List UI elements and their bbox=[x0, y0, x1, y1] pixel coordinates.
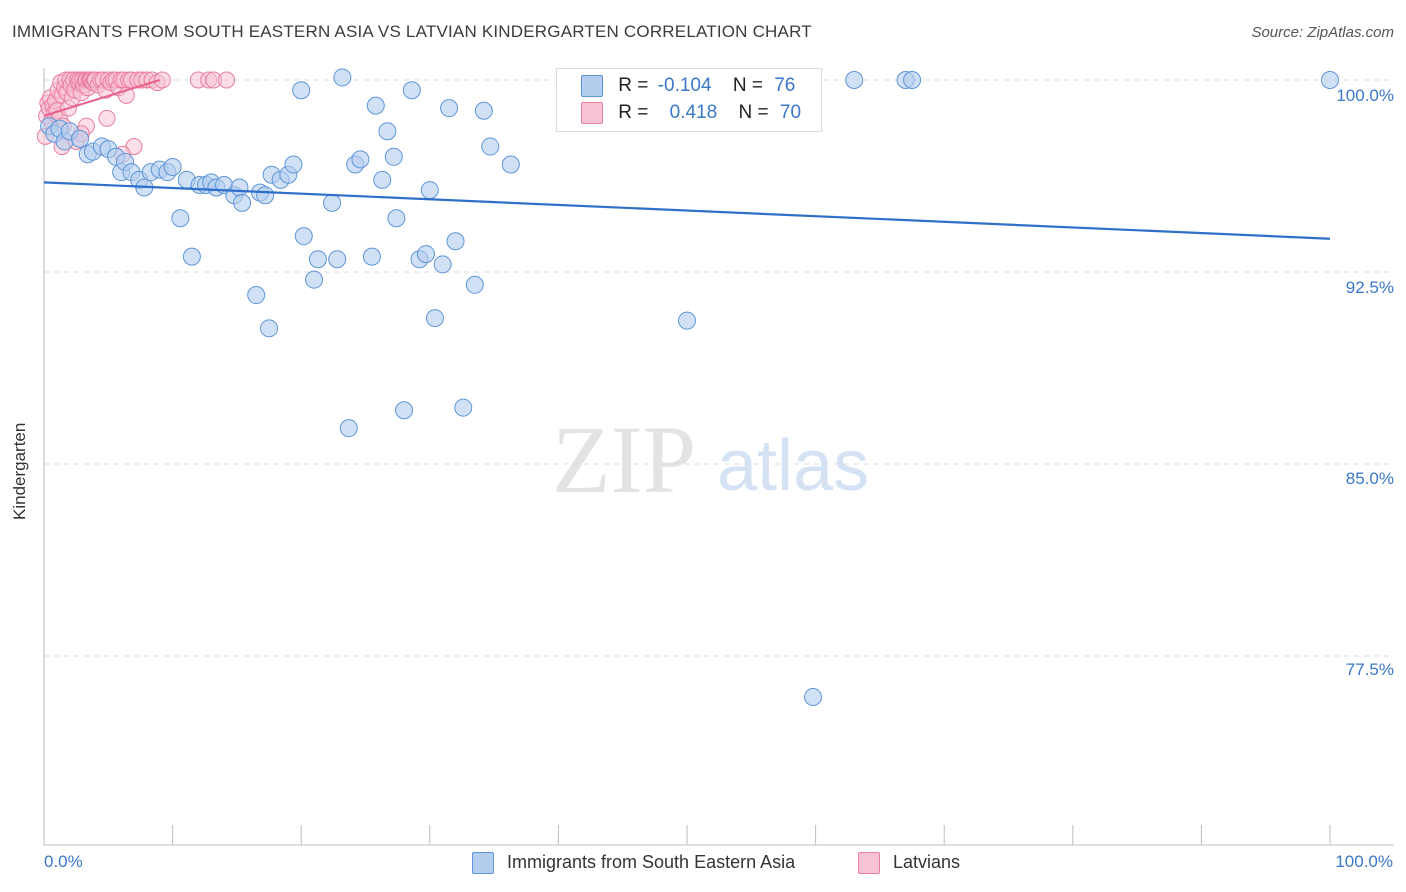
sea-immigrants-point bbox=[292, 81, 311, 100]
sea-immigrants-point bbox=[247, 286, 266, 305]
legend-row-blue: R = -0.104 N = 76 bbox=[581, 75, 795, 101]
sea-immigrants-point bbox=[1321, 71, 1339, 89]
legend-row-pink: R = 0.418 N = 70 bbox=[581, 102, 801, 128]
watermark-atlas: atlas bbox=[717, 426, 869, 506]
sea-immigrants-point bbox=[171, 209, 190, 228]
y-tick-label: 100.0% bbox=[1336, 86, 1394, 105]
sea-immigrants-point bbox=[328, 250, 347, 269]
pink-trend-line bbox=[43, 79, 161, 117]
pink-swatch-icon bbox=[581, 102, 603, 124]
sea-immigrants-point bbox=[440, 99, 459, 118]
sea-immigrants-point bbox=[420, 181, 439, 200]
blue-swatch-icon bbox=[472, 852, 494, 875]
sea-immigrants-point bbox=[284, 155, 303, 174]
sea-immigrants-point bbox=[230, 178, 249, 197]
r-value: -0.104 bbox=[657, 75, 712, 97]
blue-swatch-icon bbox=[581, 75, 603, 97]
sea-immigrants-point bbox=[501, 155, 520, 174]
watermark-zip: ZIP bbox=[552, 406, 696, 513]
r-label: R = bbox=[618, 75, 649, 97]
sea-immigrants-point bbox=[402, 81, 421, 100]
sea-immigrants-point bbox=[387, 209, 406, 228]
sea-immigrants-point bbox=[333, 68, 352, 87]
n-value: 70 bbox=[779, 102, 802, 124]
x-tick-label-min: 0.0% bbox=[44, 852, 83, 871]
sea-immigrants-point bbox=[71, 129, 90, 148]
legend-item-series2: Latvians bbox=[858, 852, 961, 875]
r-label: R = bbox=[618, 102, 649, 124]
latvians-point bbox=[218, 71, 236, 89]
legend-series1-label: Immigrants from South Eastern Asia bbox=[507, 852, 796, 872]
sea-immigrants-point bbox=[416, 245, 435, 264]
sea-immigrants-point bbox=[233, 193, 252, 212]
sea-immigrants-point bbox=[182, 247, 201, 266]
correlation-legend: R = -0.104 N = 76 R = 0.418 N = 70 bbox=[556, 68, 822, 132]
sea-immigrants-point bbox=[395, 401, 414, 420]
sea-immigrants-point bbox=[465, 275, 484, 294]
n-label: N = bbox=[732, 75, 763, 97]
sea-immigrants-point bbox=[351, 150, 370, 169]
sea-immigrants-point bbox=[294, 227, 313, 246]
sea-immigrants-point bbox=[384, 147, 403, 166]
sea-immigrants-point bbox=[433, 255, 452, 274]
watermark: ZIP atlas bbox=[552, 406, 869, 513]
sea-immigrants-point bbox=[366, 96, 385, 115]
sea-immigrants-point bbox=[446, 232, 465, 251]
chart-title: IMMIGRANTS FROM SOUTH EASTERN ASIA VS LA… bbox=[12, 22, 812, 41]
sea-immigrants-point bbox=[339, 419, 358, 438]
sea-immigrants-point bbox=[474, 101, 493, 120]
legend-series2-label: Latvians bbox=[893, 852, 961, 872]
y-tick-label: 77.5% bbox=[1345, 660, 1394, 679]
sea-immigrants-point bbox=[373, 170, 392, 189]
latvians-point bbox=[98, 109, 116, 127]
source-label: Source: ZipAtlas.com bbox=[1251, 24, 1394, 41]
sea-immigrants-point bbox=[678, 311, 696, 330]
sea-immigrants-point bbox=[804, 687, 823, 706]
blue-trend-line bbox=[43, 181, 1331, 240]
sea-immigrants-point bbox=[362, 247, 381, 266]
sea-immigrants-point bbox=[260, 319, 279, 338]
sea-immigrants-point bbox=[845, 71, 864, 89]
sea-immigrants-point bbox=[481, 137, 500, 156]
sea-immigrants-point bbox=[305, 270, 324, 289]
y-tick-label: 92.5% bbox=[1345, 278, 1394, 297]
latvians-point bbox=[153, 71, 171, 89]
legend-item-series1: Immigrants from South Eastern Asia bbox=[472, 852, 796, 875]
n-value: 76 bbox=[774, 75, 796, 97]
sea-immigrants-point bbox=[378, 122, 397, 141]
y-tick-label: 85.0% bbox=[1345, 469, 1394, 488]
sea-immigrants-point bbox=[425, 309, 444, 328]
sea-immigrants-point bbox=[903, 71, 922, 89]
sea-immigrants-point bbox=[323, 193, 342, 212]
x-tick-label-max: 100.0% bbox=[1335, 852, 1393, 871]
sea-immigrants-point bbox=[454, 398, 473, 417]
r-value: 0.418 bbox=[669, 102, 718, 124]
pink-swatch-icon bbox=[858, 852, 880, 875]
sea-immigrants-point bbox=[256, 186, 275, 205]
n-label: N = bbox=[738, 102, 769, 124]
sea-immigrants-point bbox=[163, 158, 182, 177]
sea-immigrants-point bbox=[308, 250, 327, 269]
